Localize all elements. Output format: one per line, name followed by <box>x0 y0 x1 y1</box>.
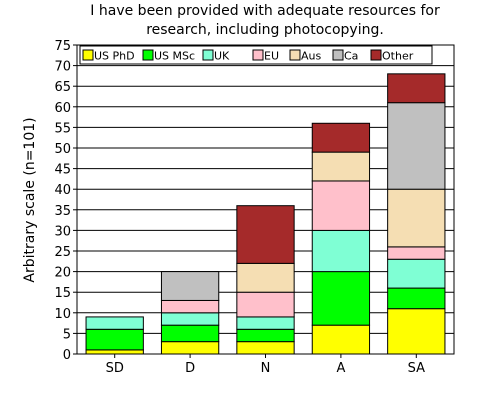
legend-label: Aus <box>301 50 321 63</box>
bar-segment-other-sa <box>387 73 446 104</box>
bar-segment-aus-n <box>236 262 295 293</box>
bar-segment-us-phd-d <box>160 341 220 355</box>
bar-segment-us-msc-d <box>160 324 220 343</box>
legend-swatch-aus <box>289 49 301 61</box>
bar-segment-uk-d <box>160 312 220 326</box>
bar-segment-us-phd-sd <box>85 349 144 355</box>
y-axis-ticks: 0 5 10 15 20 25 30 35 40 45 50 55 60 65 70 75 <box>54 39 77 363</box>
legend-label: US PhD <box>94 50 135 63</box>
y-axis-label: Arbitrary scale (n=101) <box>22 117 38 282</box>
bar-segment-us-phd-sa <box>387 308 446 355</box>
legend: US PhD US MSc UK EU Aus Ca Other <box>79 45 433 65</box>
bar-segment-aus-a <box>311 151 371 182</box>
y-tick-label: 0 <box>63 348 71 363</box>
x-tick-label: D <box>185 361 195 376</box>
legend-swatch-eu <box>252 49 264 61</box>
x-tick-label: SA <box>408 361 425 376</box>
y-tick-label: 35 <box>54 204 71 219</box>
bar-segment-us-msc-n <box>236 328 295 343</box>
y-tick-label: 55 <box>54 121 71 136</box>
bar-segment-uk-sd <box>85 316 144 330</box>
bar-segment-us-msc-sd <box>85 328 144 351</box>
bar-segment-uk-a <box>311 229 371 273</box>
y-tick-label: 75 <box>54 39 71 54</box>
bar-segment-us-msc-sa <box>387 287 446 310</box>
y-tick-label: 30 <box>54 224 71 239</box>
y-tick-label: 45 <box>54 163 71 178</box>
y-tick-label: 10 <box>54 307 71 322</box>
bar-segment-us-phd-a <box>311 324 371 355</box>
x-tick-label: N <box>261 361 271 376</box>
bar-segment-other-a <box>311 122 371 153</box>
bar-segment-aus-sa <box>387 188 446 248</box>
x-axis-ticks: SD D N A SA <box>106 354 425 376</box>
y-tick-label: 5 <box>63 327 71 342</box>
legend-swatch-other <box>370 49 382 61</box>
legend-swatch-ca <box>332 49 344 61</box>
y-tick-label: 25 <box>54 245 71 260</box>
y-tick-label: 70 <box>54 60 71 75</box>
bar-segment-ca-sa <box>387 102 446 190</box>
bar-segment-ca-d <box>160 271 220 301</box>
y-tick-label: 65 <box>54 80 71 95</box>
bar-segment-other-n <box>236 205 295 264</box>
bar-segment-us-phd-n <box>236 341 295 355</box>
bar-segments <box>85 73 446 355</box>
bar-segment-uk-sa <box>387 258 446 289</box>
legend-label: Ca <box>344 50 358 63</box>
legend-label: Other <box>382 50 414 63</box>
legend-swatch-us-msc <box>142 49 154 61</box>
y-tick-label: 40 <box>54 183 71 198</box>
legend-swatch-uk <box>202 49 214 61</box>
y-tick-label: 20 <box>54 266 71 281</box>
legend-label: EU <box>264 50 279 63</box>
bar-segment-eu-a <box>311 180 371 231</box>
y-tick-label: 15 <box>54 286 71 301</box>
x-tick-label: A <box>336 361 345 376</box>
bar-segment-uk-n <box>236 316 295 330</box>
bar-segment-eu-n <box>236 291 295 318</box>
legend-label: UK <box>214 50 230 63</box>
x-tick-label: SD <box>106 361 124 376</box>
y-tick-label: 60 <box>54 101 71 116</box>
bar-segment-eu-d <box>160 299 220 314</box>
legend-label: US MSc <box>154 50 195 63</box>
legend-swatch-us-phd <box>82 49 94 61</box>
chart-title: I have been provided with adequate resou… <box>90 3 440 38</box>
bar-segment-eu-sa <box>387 246 446 260</box>
bar-segment-us-msc-a <box>311 271 371 326</box>
y-tick-label: 50 <box>54 142 71 157</box>
